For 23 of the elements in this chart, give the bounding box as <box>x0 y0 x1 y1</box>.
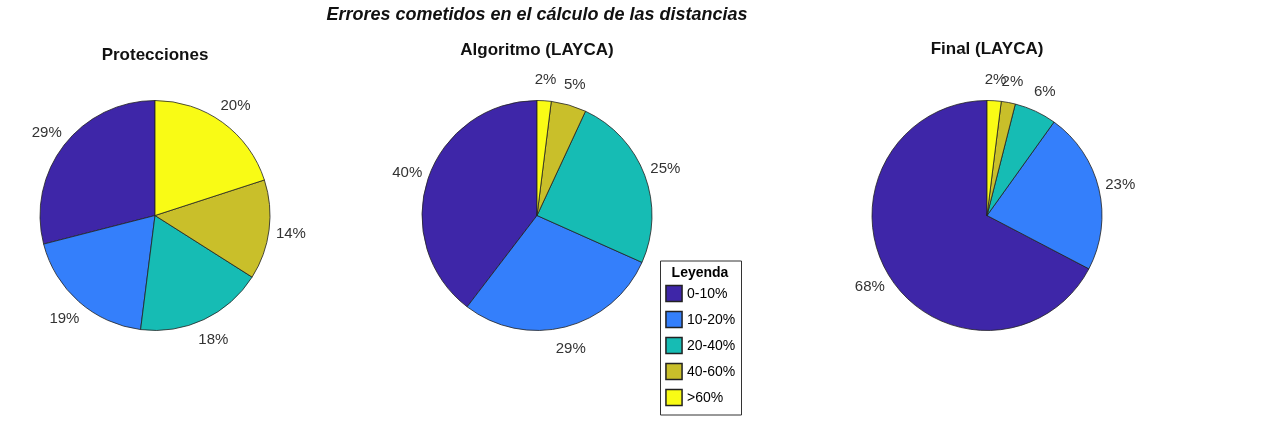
chart-title: Errores cometidos en el cálculo de las distancias <box>326 3 748 24</box>
data-label: 68% <box>854 277 885 295</box>
data-label: 29% <box>555 339 586 357</box>
legend-label: 40-60% <box>687 362 736 379</box>
data-label: 19% <box>49 309 80 327</box>
data-label: 29% <box>31 122 62 140</box>
data-label: 6% <box>1033 82 1056 100</box>
legend-label: 20-40% <box>687 336 736 353</box>
chart-subtitle: Final (LAYCA) <box>930 38 1044 58</box>
legend-label: 0-10% <box>687 284 728 301</box>
data-label: 5% <box>564 74 586 92</box>
chart-subtitle: Protecciones <box>101 45 209 64</box>
legend-title: Leyenda <box>671 263 729 280</box>
data-label: 2% <box>534 69 557 87</box>
legend-label: 10-20% <box>687 310 736 327</box>
data-label: 14% <box>275 223 306 241</box>
data-label: 23% <box>1105 174 1136 192</box>
legend-label: >60% <box>687 388 724 405</box>
data-label: 40% <box>392 162 423 180</box>
data-label: 25% <box>650 158 681 176</box>
data-label: 20% <box>220 95 251 113</box>
data-label: 18% <box>198 330 229 348</box>
chart-subtitle: Algoritmo (LAYCA) <box>460 39 614 59</box>
